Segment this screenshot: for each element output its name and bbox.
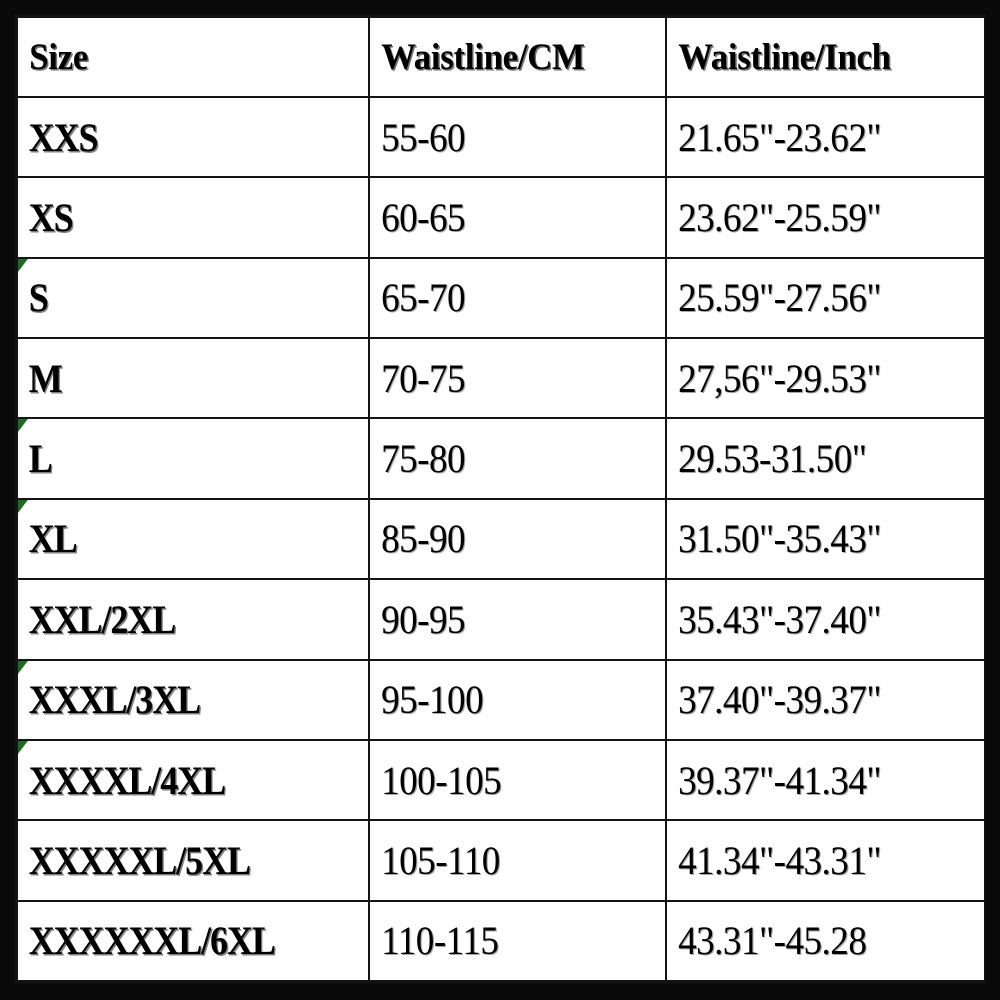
cell-waistline-inch: 21.65"-23.62" xyxy=(665,95,964,179)
cell-waistline-cm: 105-110 xyxy=(368,819,647,902)
cell-waistline-cm: 55-60 xyxy=(368,95,647,179)
size-chart-sheet: Size Waistline/CM Waistline/Inch XXS 55-… xyxy=(14,14,986,984)
cell-waistline-inch: 29.53-31.50" xyxy=(665,417,964,500)
table-header: Size Waistline/CM Waistline/Inch xyxy=(16,16,984,98)
table-row: XXXXXXL/6XL 110-115 43.31"-45.28 xyxy=(16,899,984,982)
cell-waistline-inch: 35.43"-37.40" xyxy=(665,578,964,661)
cell-size: XL xyxy=(16,497,335,581)
table-row: M 70-75 27,56"-29.53" xyxy=(16,337,984,420)
table-row: S 65-70 25.59"-27.56" xyxy=(16,256,984,340)
cell-size: S xyxy=(16,256,335,340)
table-row: XXXL/3XL 95-100 37.40"-39.37" xyxy=(16,658,984,741)
cell-size: XXL/2XL xyxy=(16,578,335,661)
column-header-waistline-inch: Waistline/Inch xyxy=(665,16,967,98)
header-row: Size Waistline/CM Waistline/Inch xyxy=(16,16,984,98)
table-row: L 75-80 29.53-31.50" xyxy=(16,417,984,500)
cell-size: XXXXL/4XL xyxy=(16,738,335,822)
cell-waistline-inch: 31.50"-35.43" xyxy=(665,497,964,581)
cell-size: XS xyxy=(16,176,335,259)
cell-waistline-cm: 75-80 xyxy=(368,417,647,500)
cell-waistline-inch: 43.31"-45.28 xyxy=(665,899,964,982)
cell-waistline-cm: 95-100 xyxy=(368,658,647,741)
cell-waistline-cm: 70-75 xyxy=(368,337,647,420)
cell-waistline-cm: 65-70 xyxy=(368,256,647,340)
cell-size: XXXL/3XL xyxy=(16,658,335,741)
cell-waistline-cm: 100-105 xyxy=(368,738,647,822)
table-row: XXS 55-60 21.65"-23.62" xyxy=(16,95,984,179)
cell-waistline-inch: 23.62"-25.59" xyxy=(665,176,964,259)
table-row: XXL/2XL 90-95 35.43"-37.40" xyxy=(16,578,984,661)
table-row: XXXXL/4XL 100-105 39.37"-41.34" xyxy=(16,738,984,822)
cell-waistline-inch: 37.40"-39.37" xyxy=(665,658,964,741)
table-body: XXS 55-60 21.65"-23.62" XS 60-65 23.62"-… xyxy=(16,95,984,982)
table-row: XL 85-90 31.50"-35.43" xyxy=(16,497,984,581)
cell-waistline-cm: 60-65 xyxy=(368,176,647,259)
cell-waistline-inch: 41.34"-43.31" xyxy=(665,819,964,902)
cell-waistline-inch: 39.37"-41.34" xyxy=(665,738,964,822)
cell-size: XXS xyxy=(16,95,335,179)
column-header-waistline-cm: Waistline/CM xyxy=(368,16,650,98)
cell-size: XXXXXL/5XL xyxy=(16,819,335,902)
cell-waistline-inch: 25.59"-27.56" xyxy=(665,256,964,340)
cell-waistline-cm: 90-95 xyxy=(368,578,647,661)
cell-waistline-cm: 85-90 xyxy=(368,497,647,581)
column-header-size: Size xyxy=(16,16,349,98)
cell-size: XXXXXXL/6XL xyxy=(16,899,335,982)
cell-size: L xyxy=(16,417,335,500)
cell-size: M xyxy=(16,337,335,420)
table-row: XS 60-65 23.62"-25.59" xyxy=(16,176,984,259)
cell-waistline-cm: 110-115 xyxy=(368,899,647,982)
table-row: XXXXXL/5XL 105-110 41.34"-43.31" xyxy=(16,819,984,902)
size-chart-table: Size Waistline/CM Waistline/Inch XXS 55-… xyxy=(16,16,984,982)
cell-waistline-inch: 27,56"-29.53" xyxy=(665,337,964,420)
